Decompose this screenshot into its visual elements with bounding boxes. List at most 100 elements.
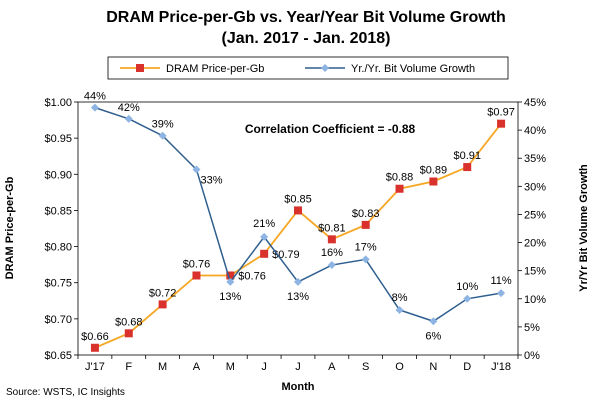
growth-data-label: 10% (456, 281, 478, 293)
price-point (294, 206, 302, 215)
price-point (395, 184, 404, 193)
x-tick-label: F (125, 361, 132, 373)
y-axis-right-title: Yr/Yr Bit Volume Growth (578, 164, 590, 292)
price-point (361, 220, 370, 229)
growth-data-label: 39% (152, 119, 174, 131)
growth-point (158, 131, 167, 140)
growth-point (463, 294, 472, 303)
x-axis-title: Month (282, 381, 315, 393)
right-tick-label: 10% (524, 294, 546, 306)
right-axis-ticks: 0% 5% 10% 15% 20% 25% 30% 35% 40% 45% (518, 97, 546, 362)
price-data-label: $0.88 (386, 172, 414, 184)
growth-point (429, 317, 438, 326)
price-point (463, 163, 472, 172)
growth-data-label: 11% (490, 275, 511, 287)
left-axis-ticks: $0.65 $0.70 $0.75 $0.80 $0.85 $0.90 $0.95 $1.00 (44, 97, 78, 362)
price-data-label: $0.66 (81, 331, 109, 343)
x-tick-label: M (158, 361, 167, 373)
correlation-annotation: Correlation Coefficient = -0.88 (245, 122, 416, 136)
chart-subtitle: (Jan. 2017 - Jan. 2018) (222, 30, 391, 47)
x-axis-ticks: J'17 F M A M J J A S O N D J'18 (77, 355, 519, 373)
growth-point (90, 103, 99, 112)
price-data-label: $0.76 (238, 270, 266, 282)
price-line (94, 123, 502, 349)
y-axis-left-title: DRAM Price-per-Gb (4, 176, 16, 279)
growth-data-label: 17% (355, 241, 377, 253)
plot-area (77, 101, 519, 356)
price-data-label: $0.91 (453, 150, 481, 162)
growth-point (294, 277, 302, 286)
right-tick-label: 5% (524, 322, 540, 334)
series-growth: 44% 42% 39% 33% 13% 21% 13% 16% 17% 8% 6% 10% 11% (84, 91, 512, 343)
x-tick-label: J'18 (491, 361, 511, 373)
legend-label-growth: Yr./Yr. Bit Volume Growth (351, 63, 475, 75)
x-tick-label: J (261, 361, 267, 373)
growth-point (260, 232, 269, 241)
growth-data-label: 21% (253, 218, 275, 230)
right-tick-label: 15% (524, 266, 546, 278)
x-tick-label: N (429, 361, 437, 373)
legend-label-price: DRAM Price-per-Gb (166, 63, 264, 75)
left-tick-label: $0.70 (44, 314, 72, 326)
x-tick-label: M (226, 361, 235, 373)
growth-data-label: 33% (200, 174, 222, 186)
right-tick-label: 30% (524, 181, 546, 193)
growth-data-label: 44% (84, 91, 106, 103)
price-data-label: $0.68 (115, 316, 143, 328)
x-tick-label: O (395, 361, 404, 373)
growth-point (395, 306, 404, 315)
growth-point (226, 277, 235, 286)
growth-point (192, 165, 201, 174)
legend-marker-growth (321, 64, 329, 72)
left-tick-label: $0.80 (44, 242, 72, 254)
right-tick-label: 45% (524, 97, 546, 109)
x-tick-label: S (362, 361, 369, 373)
growth-data-label: 42% (118, 102, 140, 114)
price-point (226, 271, 235, 280)
price-point (158, 300, 167, 309)
price-data-label: $0.76 (183, 258, 211, 270)
growth-point (327, 261, 336, 270)
price-data-label: $0.72 (149, 287, 177, 299)
price-point (192, 271, 201, 280)
growth-data-label: 8% (392, 292, 408, 304)
right-tick-label: 40% (524, 125, 546, 137)
price-point (90, 343, 99, 352)
price-point (124, 329, 133, 338)
right-tick-label: 25% (524, 209, 546, 221)
left-tick-label: $0.95 (44, 133, 72, 145)
series-price: $0.66 $0.68 $0.72 $0.76 $0.76 $0.79 $0.85 $0.81… (81, 107, 515, 352)
growth-point (361, 255, 370, 264)
x-tick-label: J'17 (85, 361, 105, 373)
legend: DRAM Price-per-Gb Yr./Yr. Bit Volume Gro… (107, 56, 509, 80)
left-tick-label: $0.90 (44, 169, 72, 181)
price-point (497, 119, 506, 128)
price-data-label: $0.89 (420, 165, 448, 177)
left-tick-label: $1.00 (44, 97, 72, 109)
price-point (327, 235, 336, 244)
price-data-label: $0.97 (487, 107, 515, 119)
right-tick-label: 20% (524, 238, 546, 250)
left-tick-label: $0.85 (44, 205, 72, 217)
growth-data-label: 16% (321, 247, 343, 259)
price-data-label: $0.81 (318, 222, 346, 234)
price-data-label: $0.85 (284, 193, 312, 205)
right-tick-label: 35% (524, 153, 546, 165)
right-tick-label: 0% (524, 350, 540, 362)
growth-data-label: 6% (425, 330, 441, 342)
growth-data-label: 13% (287, 291, 309, 303)
left-tick-label: $0.75 (44, 278, 72, 290)
left-tick-label: $0.65 (44, 350, 72, 362)
price-point (429, 177, 438, 186)
x-tick-label: J (295, 361, 301, 373)
x-tick-label: A (328, 361, 336, 373)
price-data-label: $0.83 (352, 208, 380, 220)
x-tick-label: A (193, 361, 201, 373)
price-data-label: $0.79 (272, 249, 300, 261)
x-tick-label: D (463, 361, 471, 373)
growth-data-label: 13% (219, 291, 241, 303)
price-point (260, 249, 269, 258)
source-note: Source: WSTS, IC Insights (6, 387, 125, 398)
legend-marker-price (136, 64, 144, 72)
